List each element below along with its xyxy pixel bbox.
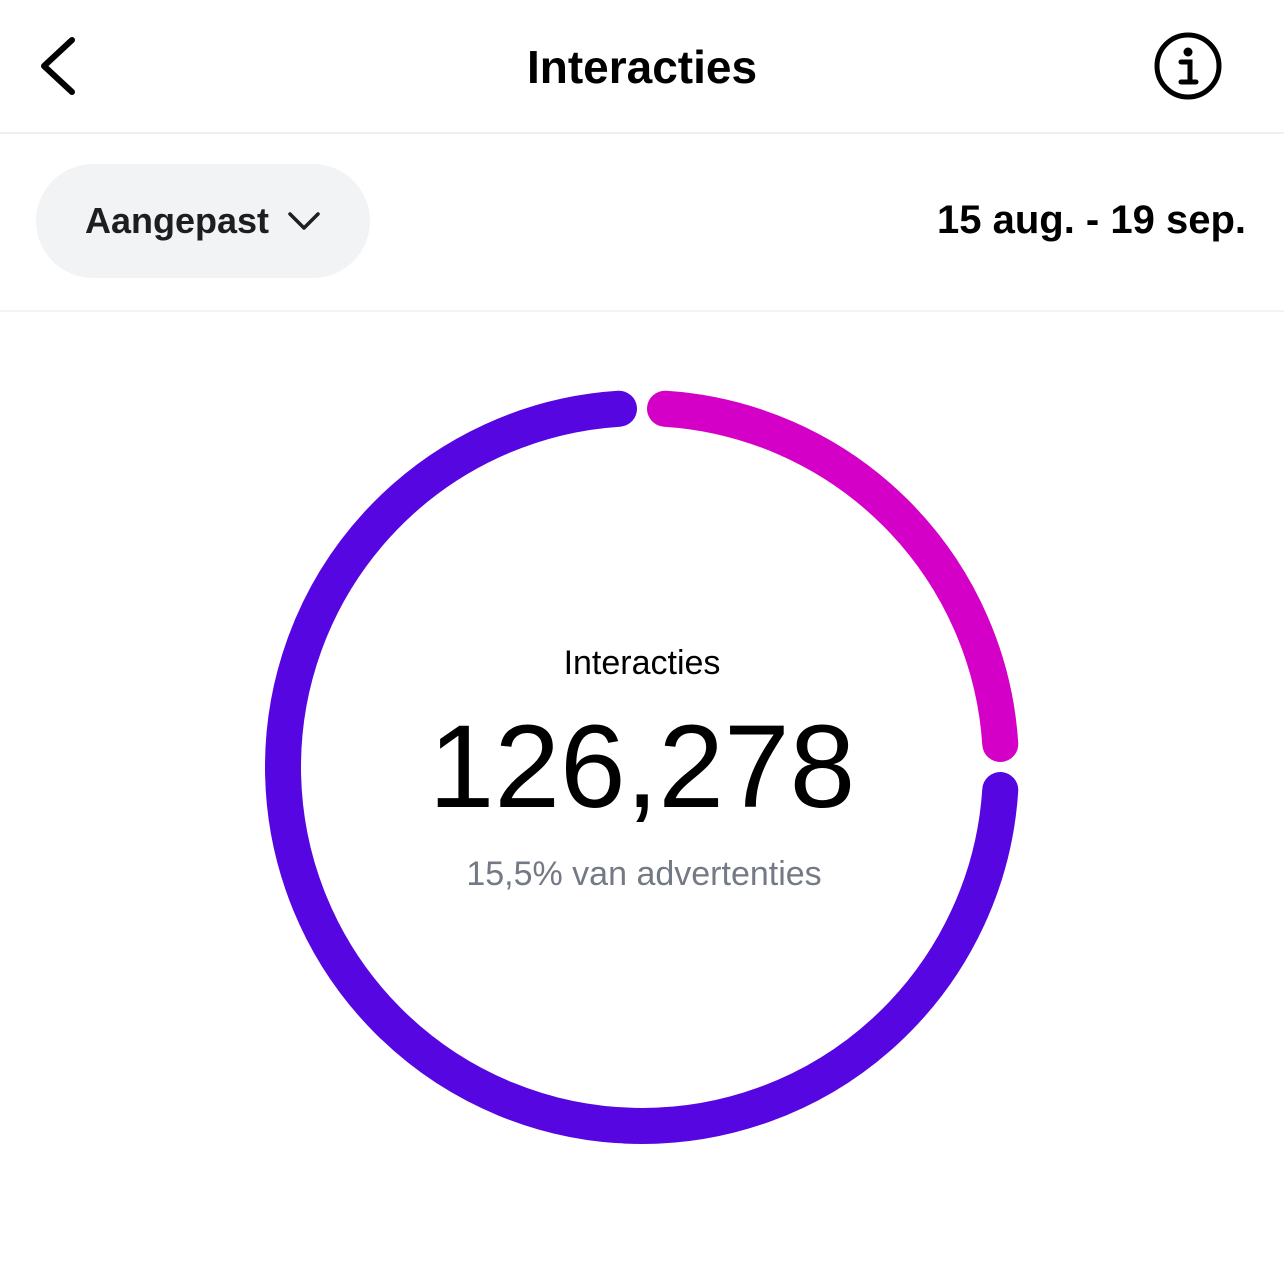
filter-label: Aangepast	[85, 200, 270, 241]
filter-row: Aangepast 15 aug. - 19 sep.	[0, 134, 1284, 312]
total: 126,278	[429, 701, 856, 833]
donut-segment	[265, 390, 1019, 1144]
donut-segment	[646, 390, 1019, 763]
title: Interacties	[526, 41, 758, 93]
subtitle: 15,5% van advertenties	[466, 855, 821, 893]
header: Interacties	[0, 0, 1284, 134]
date-range: 15 aug. - 19 sep.	[936, 198, 1246, 242]
dropdown-icon	[288, 212, 320, 230]
info-button[interactable]	[1148, 26, 1228, 106]
center-label: Interacties	[564, 644, 721, 682]
filter-button[interactable]: Aangepast	[36, 164, 370, 278]
back-button[interactable]	[20, 26, 100, 106]
donut-chart: Interacties 126,278 15,5% van advertenti…	[265, 390, 1019, 1144]
